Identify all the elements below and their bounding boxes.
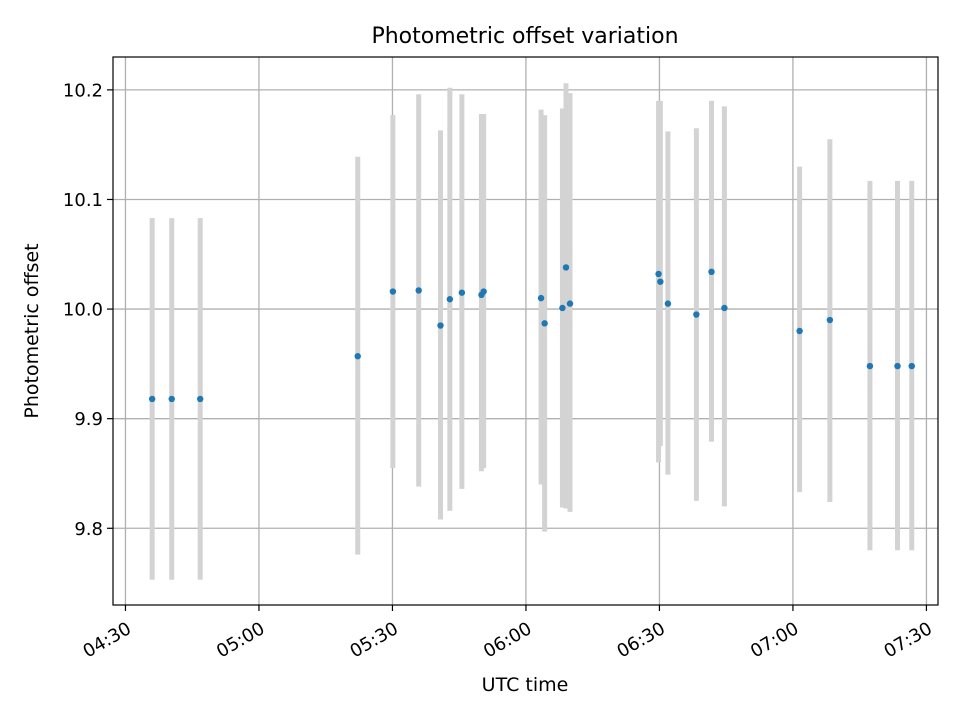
data-point bbox=[693, 311, 700, 318]
data-point bbox=[664, 300, 672, 307]
data-point bbox=[458, 289, 466, 296]
data-points bbox=[148, 264, 915, 403]
data-point bbox=[908, 362, 915, 370]
data-point bbox=[655, 270, 662, 278]
data-point bbox=[197, 395, 204, 403]
x-axis-label: UTC time bbox=[482, 674, 569, 696]
chart-title: Photometric offset variation bbox=[371, 24, 678, 49]
data-point bbox=[796, 327, 803, 335]
y-tick-label: 10.2 bbox=[63, 80, 103, 101]
data-point bbox=[562, 264, 570, 271]
data-point bbox=[721, 304, 728, 312]
y-tick-label: 10.1 bbox=[63, 190, 103, 211]
data-point bbox=[537, 294, 545, 302]
data-point bbox=[894, 362, 901, 370]
data-point bbox=[354, 353, 361, 360]
y-tick-label: 10.0 bbox=[63, 300, 103, 321]
data-point bbox=[657, 278, 664, 285]
y-tick-label: 9.9 bbox=[74, 409, 103, 430]
data-point bbox=[480, 288, 487, 295]
data-point bbox=[415, 287, 422, 294]
data-point bbox=[389, 288, 397, 295]
y-axis-label: Photometric offset bbox=[21, 243, 43, 418]
data-point bbox=[446, 296, 454, 303]
data-point bbox=[866, 362, 874, 370]
data-point bbox=[437, 322, 444, 329]
data-point bbox=[148, 395, 156, 403]
data-point bbox=[826, 316, 834, 324]
data-point bbox=[566, 300, 574, 307]
y-tick-label: 9.8 bbox=[74, 519, 103, 540]
data-point bbox=[559, 304, 566, 312]
data-point bbox=[541, 320, 548, 327]
data-point bbox=[708, 268, 715, 276]
data-point bbox=[168, 395, 175, 403]
